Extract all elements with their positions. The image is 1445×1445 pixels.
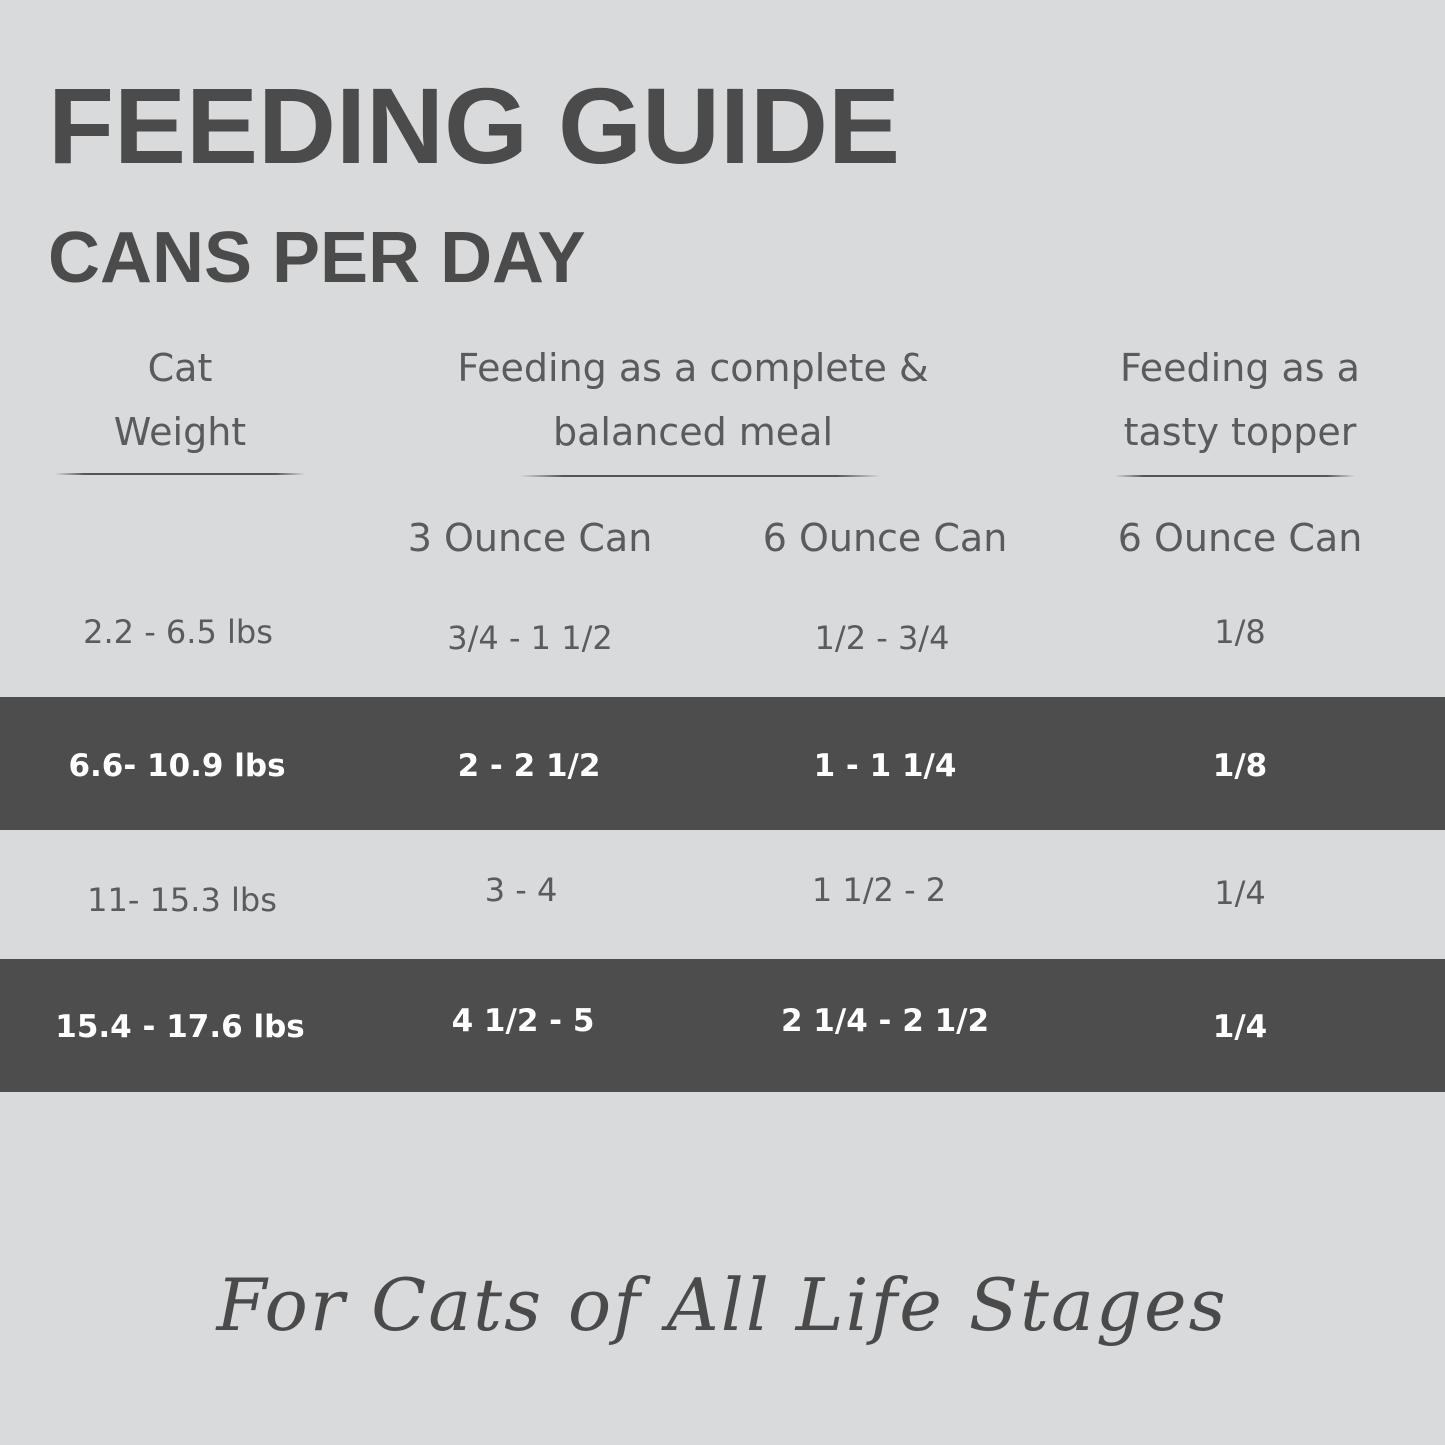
header-line: Cat	[147, 346, 213, 390]
cell-topper: 1/4	[1212, 1009, 1268, 1045]
page-subtitle: CANS PER DAY	[48, 218, 586, 298]
cell-weight: 15.4 - 17.6 lbs	[55, 1009, 305, 1045]
cell-6oz: 1 - 1 1/4	[813, 748, 957, 784]
cell-topper: 1/8	[1212, 748, 1268, 784]
divider	[1115, 475, 1355, 477]
cell-weight: 6.6- 10.9 lbs	[68, 748, 286, 784]
cell-weight: 11- 15.3 lbs	[87, 881, 277, 919]
cell-topper: 1/8	[1214, 613, 1266, 651]
cell-3oz: 3/4 - 1 1/2	[447, 619, 613, 657]
row-band	[0, 959, 1445, 1092]
header-tasty-topper: Feeding as a tasty topper	[1120, 336, 1360, 464]
cell-6oz: 1/2 - 3/4	[814, 619, 950, 657]
subheader-6oz-topper: 6 Ounce Can	[1117, 516, 1363, 560]
cell-6oz: 1 1/2 - 2	[811, 871, 947, 909]
header-line: Feeding as a complete &	[457, 346, 929, 390]
cell-3oz: 3 - 4	[484, 871, 558, 909]
cell-topper: 1/4	[1214, 874, 1266, 912]
header-line: Weight	[113, 410, 247, 454]
header-line: Feeding as a	[1120, 346, 1360, 390]
subheader-3oz: 3 Ounce Can	[407, 516, 653, 560]
header-line: balanced meal	[552, 410, 834, 454]
divider	[55, 473, 305, 475]
subheader-6oz: 6 Ounce Can	[762, 516, 1008, 560]
cell-weight: 2.2 - 6.5 lbs	[83, 613, 273, 651]
header-cat-weight: Cat Weight	[114, 336, 246, 464]
row-band	[0, 697, 1445, 830]
divider	[520, 475, 880, 477]
cell-6oz: 2 1/4 - 2 1/2	[780, 1003, 990, 1039]
cell-3oz: 4 1/2 - 5	[451, 1003, 595, 1039]
cell-3oz: 2 - 2 1/2	[457, 748, 601, 784]
header-complete-meal: Feeding as a complete & balanced meal	[457, 336, 928, 464]
header-line: tasty topper	[1123, 410, 1357, 454]
tagline: For Cats of All Life Stages	[216, 1263, 1228, 1347]
page-title: FEEDING GUIDE	[48, 65, 901, 186]
